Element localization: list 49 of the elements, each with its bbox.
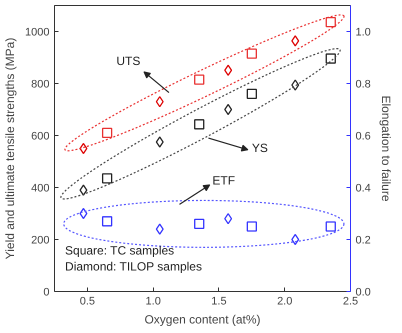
point [291,35,300,47]
y-tick-label: 1000 [25,26,50,38]
point [156,96,164,108]
point [79,208,88,220]
point [291,79,300,91]
point [79,142,88,154]
annotation: UTS [116,54,140,68]
annotation: Square: TC samples [65,244,174,258]
point [156,136,164,148]
y-tick-label: 400 [31,182,50,194]
point [224,104,232,116]
point [326,221,336,232]
x-tick-label: 2.5 [342,296,358,308]
point [156,223,164,235]
y2-tick-label: 0.2 [356,234,371,246]
y2-tick-label: 0.4 [356,182,371,194]
y-axis-title: Yield and ultimate tensile strengths (MPa) [3,38,18,260]
point [246,88,257,100]
x-tick-label: 1.5 [211,296,227,308]
y-tick-label: 600 [31,130,50,142]
point [224,213,232,224]
y-tick-label: 800 [31,78,50,90]
point [326,16,336,28]
point [102,173,112,184]
y2-axis-title: Elongation to failure [378,95,393,202]
y2-tick-label: 0.0 [356,286,371,298]
point [194,74,204,85]
point [102,216,112,226]
point [194,218,204,230]
point [224,64,232,76]
point [246,48,257,59]
point [326,53,336,64]
x-tick-label: 1.0 [146,296,161,308]
y2-tick-label: 0.6 [356,130,371,142]
point [291,234,300,246]
annotation: Diamond: TILOP samples [65,259,202,274]
y-tick-label: 0 [43,286,50,298]
point [194,119,204,130]
annotation: ETF [212,174,236,188]
point [79,184,88,196]
x-tick-label: 0.5 [80,296,96,308]
y-tick-label: 200 [31,234,50,246]
point [102,128,112,138]
annotation: YS [252,141,268,155]
x-axis-title: Oxygen content (at%) [144,312,261,326]
y2-tick-label: 1.0 [356,26,371,38]
point [246,221,257,232]
y2-tick-label: 0.8 [356,78,371,90]
x-tick-label: 2.0 [277,296,292,308]
